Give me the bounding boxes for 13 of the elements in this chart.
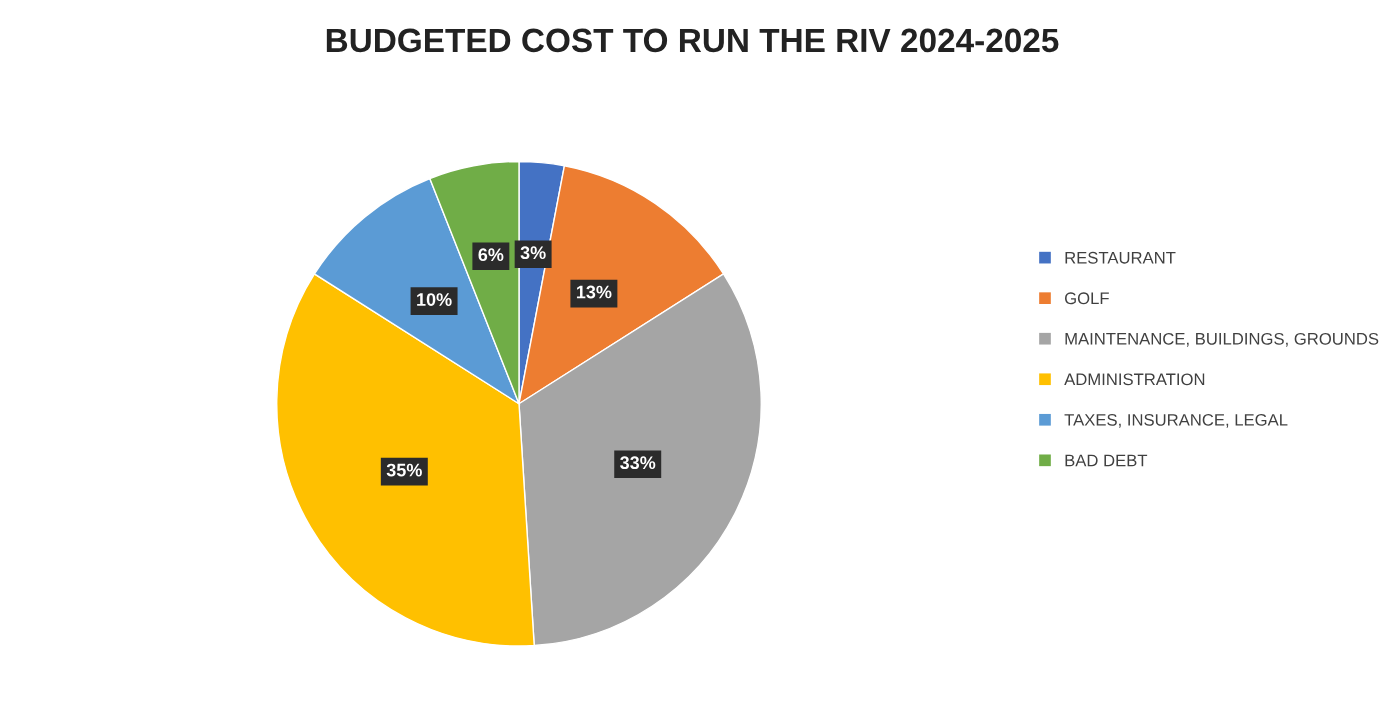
chart-title: BUDGETED COST TO RUN THE RIV 2024-2025 (326, 28, 1059, 53)
legend-label: RESTAURANT (1065, 251, 1176, 264)
data-label: 13% (576, 285, 612, 299)
legend-label: GOLF (1065, 292, 1109, 305)
legend-label: TAXES, INSURANCE, LEGAL (1064, 413, 1288, 428)
data-label: 3% (520, 246, 546, 260)
legend-label: MAINTENANCE, BUILDINGS, GROUNDS (1065, 332, 1379, 347)
data-label: 6% (478, 248, 504, 262)
data-label: 33% (620, 456, 656, 470)
data-label: 35% (386, 463, 422, 477)
legend-label: BAD DEBT (1065, 454, 1148, 467)
legend-label: ADMINISTRATION (1064, 373, 1205, 386)
data-label: 10% (417, 293, 452, 306)
